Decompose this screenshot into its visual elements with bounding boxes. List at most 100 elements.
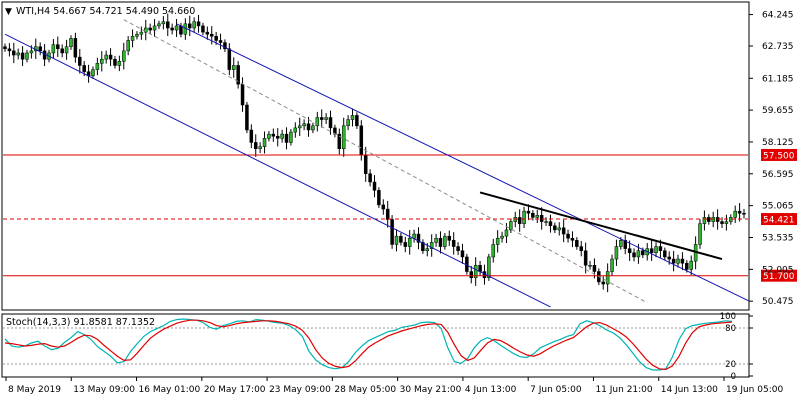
candle-body	[627, 248, 632, 254]
level-tag	[761, 213, 797, 226]
candle	[271, 128, 276, 142]
candle-body	[487, 256, 491, 279]
candle-body	[108, 54, 113, 60]
candle-body	[702, 217, 707, 224]
candle	[196, 14, 201, 33]
candle-body	[117, 61, 122, 66]
level-label: 57.500	[763, 151, 795, 161]
candle-body	[421, 242, 425, 251]
candle	[130, 29, 135, 48]
candle-body	[51, 44, 56, 54]
candle	[698, 219, 702, 249]
candle-body	[64, 46, 69, 54]
candle	[421, 239, 425, 254]
candle	[737, 203, 742, 222]
candle	[51, 39, 56, 59]
candle-body	[557, 227, 561, 231]
candle	[236, 61, 240, 89]
channel-upper-line[interactable]	[176, 23, 749, 302]
candle-body	[671, 258, 676, 264]
channel-mid-line[interactable]	[123, 19, 648, 304]
candle	[531, 210, 535, 221]
candles	[3, 13, 746, 293]
candle	[610, 254, 614, 276]
candle	[579, 240, 583, 257]
candle	[553, 222, 557, 234]
candle	[671, 250, 676, 272]
candle-body	[588, 265, 592, 267]
y-tick-label: 64.245	[762, 11, 794, 21]
candle-body	[78, 56, 82, 66]
candle-body	[469, 271, 474, 279]
candle-body	[104, 54, 108, 60]
stoch-panel-border	[1, 313, 750, 378]
black-trendline-line[interactable]	[479, 191, 723, 261]
candle-body	[29, 50, 34, 54]
candle	[443, 233, 447, 250]
candle-body	[166, 21, 170, 29]
candle-body	[152, 25, 157, 31]
candle-body	[385, 208, 390, 220]
candle	[104, 50, 108, 64]
candle-body	[293, 127, 298, 133]
candle-body	[16, 52, 20, 56]
candle-body	[38, 46, 42, 52]
candle-body	[324, 117, 328, 120]
candle-body	[319, 117, 324, 120]
candle	[293, 122, 298, 138]
candle	[249, 124, 254, 149]
candle	[526, 204, 531, 221]
candle-body	[531, 212, 535, 218]
candle	[548, 214, 553, 233]
candle	[456, 242, 460, 256]
candle-body	[73, 38, 78, 58]
candle	[583, 242, 588, 274]
channel-lower-line[interactable]	[4, 33, 551, 308]
candle-body	[188, 23, 192, 29]
x-tick-label: 19 Jun 05:00	[726, 385, 783, 395]
candle-body	[451, 240, 456, 247]
candle	[91, 66, 95, 79]
collapse-arrow-icon[interactable]: ▼	[5, 7, 12, 17]
candle-body	[192, 21, 196, 29]
candle-body	[82, 65, 86, 72]
candle-body	[311, 125, 315, 131]
candle-body	[12, 50, 16, 56]
candle-body	[302, 123, 306, 127]
candle-body	[205, 31, 210, 35]
candle	[680, 252, 685, 271]
y-tick-label: 53.535	[762, 233, 794, 243]
candle-body	[685, 262, 689, 270]
candle-body	[174, 25, 179, 31]
candle	[170, 23, 174, 35]
candle	[416, 227, 421, 250]
x-tick-label: 28 May 05:00	[334, 385, 396, 395]
candle	[69, 35, 73, 50]
candle	[491, 238, 496, 263]
candle	[20, 46, 25, 67]
candle	[614, 239, 619, 266]
candle-body	[737, 210, 742, 214]
candle	[205, 26, 210, 40]
candle-body	[196, 21, 201, 27]
candle	[539, 207, 544, 230]
candle	[438, 231, 443, 254]
candle	[495, 230, 500, 253]
candle-body	[667, 256, 671, 260]
candle	[720, 217, 724, 229]
candle-body	[95, 63, 100, 70]
level-label: 54.421	[763, 216, 795, 226]
candle-body	[724, 221, 729, 224]
candle	[38, 42, 42, 56]
candle-body	[289, 131, 293, 143]
candle	[245, 101, 249, 134]
y-tick-label: 56.595	[762, 170, 794, 180]
candle	[649, 240, 654, 261]
candle-body	[267, 133, 271, 139]
candle	[3, 43, 7, 52]
candle	[407, 230, 412, 255]
candle	[315, 111, 320, 132]
candle-body	[447, 235, 452, 241]
candle	[654, 242, 658, 258]
candle-body	[69, 38, 73, 47]
